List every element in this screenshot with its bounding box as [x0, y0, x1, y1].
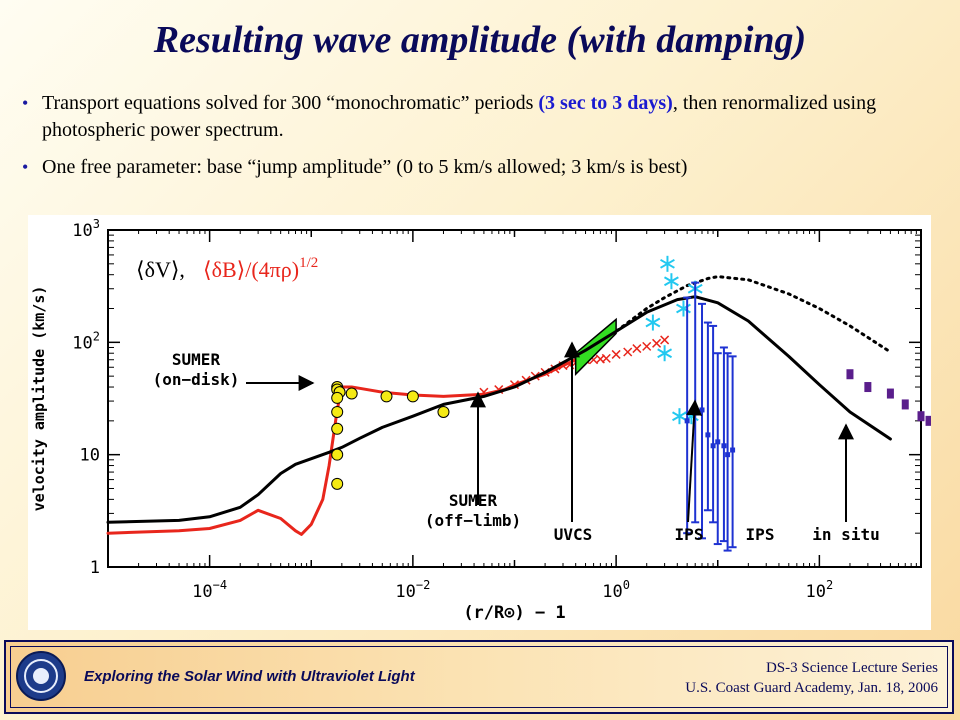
- bullet-1-text-end: , then renormalized using photospheric p…: [42, 92, 877, 141]
- sumer-ondisk-point: [331, 477, 344, 490]
- sumer-ondisk-point: [437, 405, 450, 418]
- sumer-offlimb-point: [660, 335, 670, 345]
- cross-stroke: [595, 354, 605, 364]
- annotation-label: IPS: [746, 525, 775, 544]
- errorbar-center: [705, 432, 711, 438]
- cross-stroke: [652, 338, 662, 348]
- ips-errorbar-point: [713, 352, 722, 546]
- annotation-label: in situ: [812, 525, 879, 544]
- legend-black-label: ⟨δV⟩,: [136, 257, 185, 282]
- footer-course-title: Exploring the Solar Wind with Ultraviole…: [84, 668, 415, 685]
- footer-frame: [10, 646, 948, 708]
- ips-star-point: [663, 273, 679, 290]
- annotation-label: UVCS: [554, 525, 593, 544]
- sumer-offlimb-point: [632, 344, 642, 354]
- bullet-dot-icon: •: [22, 93, 29, 113]
- cross-stroke: [632, 344, 642, 354]
- bullet-2: • One free parameter: base “jump amplitud…: [22, 154, 947, 181]
- slide-title: Resulting wave amplitude (with damping): [153, 19, 807, 61]
- cross-stroke: [558, 361, 568, 371]
- errorbar-center: [710, 443, 716, 449]
- star-stroke: [645, 317, 661, 328]
- bullet-list: • Transport equations solved for 300 “mon…: [22, 90, 947, 191]
- star-stroke: [672, 411, 687, 422]
- ips-errorbar-point: [723, 352, 732, 552]
- bullet-1: • Transport equations solved for 300 “mon…: [22, 90, 947, 144]
- cross-stroke: [589, 355, 599, 365]
- cross-stroke: [642, 341, 652, 351]
- sumer-ondisk-point: [380, 390, 393, 403]
- dotted-model-curve: [574, 275, 892, 360]
- errorbar-center: [699, 407, 705, 413]
- x-tick-label: 10−4: [192, 578, 227, 602]
- star-stroke: [657, 348, 673, 359]
- annotation-label: SUMER (on−disk): [153, 350, 240, 389]
- errorbar-center: [715, 439, 721, 445]
- y-tick-label: 103: [72, 217, 100, 241]
- errorbar-center: [721, 443, 727, 449]
- bullet-2-text: One free parameter: base “jump amplitude…: [42, 156, 688, 178]
- x-axis-label: (r/R⊙) − 1: [463, 603, 565, 623]
- sumer-ondisk-point: [331, 448, 344, 461]
- insitu-point: [925, 415, 931, 426]
- x-tick-label: 102: [806, 578, 834, 602]
- sumer-offlimb-point: [642, 341, 652, 351]
- sumer-offlimb-point: [611, 349, 621, 359]
- insitu-point: [917, 411, 925, 422]
- insitu-point: [846, 369, 854, 380]
- insitu-point: [864, 382, 872, 393]
- sumer-ondisk-point: [331, 422, 344, 435]
- footer-series: DS-3 Science Lecture Series: [765, 660, 938, 676]
- ips-star-point: [645, 314, 661, 331]
- errorbar-center: [684, 418, 690, 424]
- footer: Exploring the Solar Wind with Ultraviole…: [4, 640, 954, 714]
- uvcs-band: [574, 317, 617, 377]
- ips-errorbar-point: [719, 346, 728, 543]
- sumer-offlimb-point: [601, 353, 611, 363]
- y-tick-label: 1: [90, 558, 100, 578]
- footer-venue-date: U.S. Coast Guard Academy, Jan. 18, 2006: [685, 680, 938, 696]
- coast-guard-seal-icon: [16, 651, 66, 701]
- black-model-curve: [106, 295, 892, 524]
- ips-star-point: [660, 255, 675, 272]
- ips-star-point: [672, 408, 687, 425]
- sumer-offlimb-point: [623, 347, 633, 357]
- bullet-dot-icon: •: [22, 157, 29, 177]
- cross-stroke: [601, 353, 611, 363]
- velocity-amplitude-chart: 10−4 10−2 100 102 1 10 102 103 (r/R⊙) − 1 velocit…: [30, 217, 931, 623]
- insitu-point: [886, 388, 894, 399]
- y-tick-label: 10: [80, 446, 100, 466]
- cross-stroke: [611, 349, 621, 359]
- errorbar-center: [730, 447, 736, 453]
- ips-star-point: [657, 345, 673, 362]
- annotation-arrow: [686, 399, 703, 523]
- chart-panel: 10−4 10−2 100 102 1 10 102 103 (r/R⊙) − 1 velocit…: [28, 215, 931, 630]
- errorbar-center: [725, 452, 731, 458]
- ips-errorbar-point: [698, 302, 707, 540]
- ips-errorbar-point: [703, 321, 712, 512]
- y-axis-label: velocity amplitude (km/s): [30, 286, 48, 512]
- ips-errorbar-point: [709, 324, 718, 524]
- bullet-1-highlight: (3 sec to 3 days): [538, 92, 673, 114]
- y-tick-label: 102: [72, 329, 100, 353]
- sumer-ondisk-point: [345, 387, 358, 400]
- star-stroke: [663, 276, 679, 287]
- sumer-offlimb-point: [652, 338, 662, 348]
- legend-red-label: ⟨δB⟩/(4πρ)1/2: [203, 255, 318, 282]
- ips-errorbar-point: [728, 355, 737, 549]
- cross-stroke: [660, 335, 670, 345]
- bullet-1-text: Transport equations solved for 300 “mono…: [42, 92, 539, 114]
- sumer-ondisk-point: [406, 390, 419, 403]
- cross-stroke: [623, 347, 633, 357]
- annotation-label: IPS: [675, 525, 704, 544]
- sumer-ondisk-point: [331, 405, 344, 418]
- ips-star-point: [676, 300, 691, 317]
- star-stroke: [660, 258, 675, 269]
- x-tick-label: 100: [602, 578, 630, 602]
- annotation-label: SUMER (off−limb): [425, 491, 521, 530]
- footer-event-info: DS-3 Science Lecture Series U.S. Coast G…: [685, 658, 938, 698]
- x-tick-label: 10−2: [395, 578, 430, 602]
- insitu-point: [901, 399, 909, 410]
- sumer-ondisk-point: [331, 391, 344, 404]
